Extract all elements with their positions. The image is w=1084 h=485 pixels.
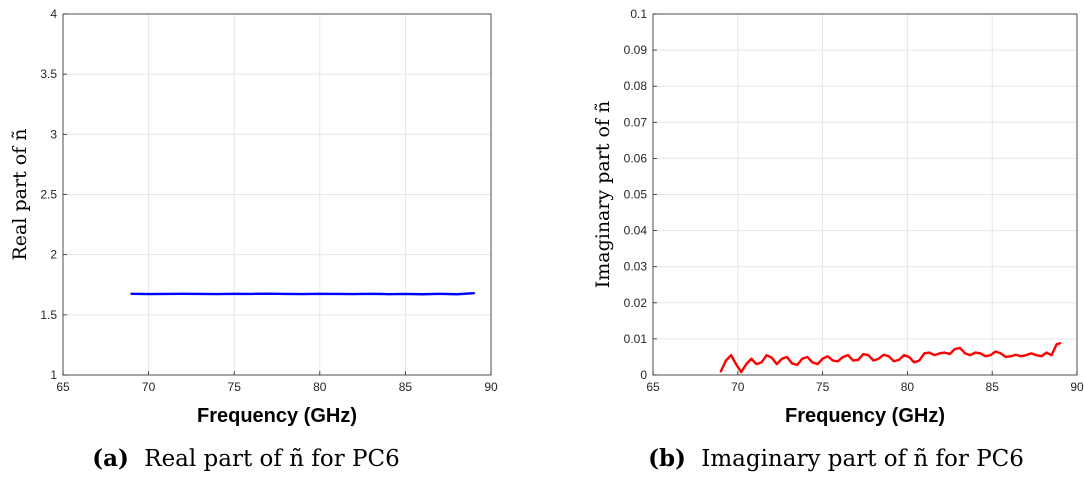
caption-label-a: (a) xyxy=(92,445,129,472)
y-tick-label: 0.04 xyxy=(624,224,648,238)
x-tick-label: 65 xyxy=(56,380,70,394)
x-tick-label: 65 xyxy=(646,380,660,394)
y-tick-label: 0.1 xyxy=(630,7,647,21)
y-tick-label: 0.01 xyxy=(624,332,648,346)
y-tick-label: 1.5 xyxy=(40,308,57,322)
grid-lines-b xyxy=(652,13,1078,376)
y-tick-label: 3.5 xyxy=(40,67,57,81)
series-lines-a xyxy=(130,291,476,296)
x-tick-label: 70 xyxy=(731,380,745,394)
y-tick-label: 0.08 xyxy=(624,79,648,93)
chart-imaginary-part: 65 70 75 80 85 90 0 0.01 0.02 0.03 0.04 0.05 0.06 0.… xyxy=(592,7,1084,472)
caption-text-b: Imaginary part of ñ for PC6 xyxy=(701,446,1024,472)
x-tick-labels-a: 65 70 75 80 85 90 xyxy=(56,371,498,394)
x-tick-label: 90 xyxy=(1070,380,1084,394)
y-tick-label: 3 xyxy=(50,127,57,141)
plot-frame-b xyxy=(652,13,1078,376)
x-tick-label: 85 xyxy=(986,380,1000,394)
y-tick-label: 2 xyxy=(50,248,57,262)
x-tick-labels-b: 65 70 75 80 85 90 xyxy=(646,371,1084,394)
caption-label-b: (b) xyxy=(648,445,686,472)
caption-b: (b) Imaginary part of ñ for PC6 xyxy=(648,445,1024,472)
y-tick-label: 1 xyxy=(50,368,57,382)
x-tick-label: 90 xyxy=(484,380,498,394)
y-axis-label-a: Real part of ñ xyxy=(9,129,31,261)
y-tick-label: 2.5 xyxy=(40,188,57,202)
x-tick-label: 70 xyxy=(142,380,156,394)
x-axis-label-b: Frequency (GHz) xyxy=(785,405,945,427)
caption-text-a: Real part of ñ for PC6 xyxy=(144,446,399,472)
y-tick-label: 0.09 xyxy=(624,43,648,57)
series-line xyxy=(719,342,1062,374)
x-axis-label-a: Frequency (GHz) xyxy=(197,405,357,427)
chart-real-part: 65 70 75 80 85 90 1 1.5 2 2.5 3 3.5 4 Frequency (GH… xyxy=(9,7,498,472)
y-tick-label: 0.03 xyxy=(624,260,648,274)
y-tick-label: 0.06 xyxy=(624,151,648,165)
y-axis-label-b: Imaginary part of ñ xyxy=(592,101,614,289)
y-tick-label: 0.02 xyxy=(624,296,648,310)
x-tick-label: 75 xyxy=(228,380,242,394)
y-tick-label: 0 xyxy=(640,368,647,382)
y-tick-label: 0.05 xyxy=(624,188,648,202)
x-tick-label: 85 xyxy=(399,380,413,394)
x-tick-label: 75 xyxy=(816,380,830,394)
series-lines-b xyxy=(719,342,1062,374)
y-tick-labels-a: 1 1.5 2 2.5 3 3.5 4 xyxy=(40,7,67,382)
y-tick-label: 4 xyxy=(50,7,57,21)
x-tick-label: 80 xyxy=(901,380,915,394)
caption-a: (a) Real part of ñ for PC6 xyxy=(92,445,399,472)
y-tick-labels-b: 0 0.01 0.02 0.03 0.04 0.05 0.06 0.07 0.08 0.09 0.1 xyxy=(624,7,657,382)
series-line xyxy=(130,291,476,296)
grid-lines-a xyxy=(62,13,492,376)
y-tick-label: 0.07 xyxy=(624,115,648,129)
plot-frame-a xyxy=(62,13,492,376)
x-tick-label: 80 xyxy=(313,380,327,394)
